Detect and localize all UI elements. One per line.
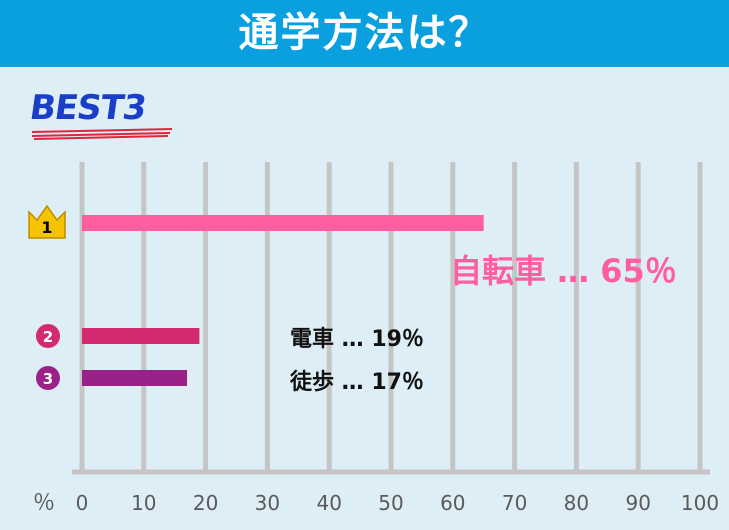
bar — [82, 215, 484, 231]
x-tick-label: 80 — [564, 491, 589, 515]
rank-circle — [36, 324, 60, 348]
x-tick-label: 40 — [316, 491, 341, 515]
x-tick-label: 30 — [255, 491, 280, 515]
rank-label: 2 — [43, 328, 53, 346]
value-label: 電車 … 19％ — [290, 327, 424, 352]
x-tick-label: 10 — [131, 491, 156, 515]
rank-label: 1 — [41, 218, 52, 237]
x-tick-label: 70 — [502, 491, 527, 515]
bar — [82, 370, 188, 386]
badge-underline — [31, 128, 173, 140]
value-label: 徒歩 … 17％ — [289, 369, 424, 395]
value-label: 自転車 … 65％ — [450, 252, 677, 290]
x-tick-label: 100 — [681, 491, 719, 515]
rank-circle — [36, 366, 60, 390]
x-tick-label: 60 — [440, 491, 465, 515]
x-tick-label: 90 — [625, 491, 650, 515]
x-axis-unit-label: ％ — [33, 491, 55, 516]
title-bar — [0, 0, 729, 67]
bar — [82, 328, 200, 344]
x-tick-label: 50 — [378, 491, 403, 515]
page-title: 通学方法は？ — [238, 10, 491, 56]
x-tick-label: 20 — [193, 491, 218, 515]
x-tick-label: 0 — [76, 491, 89, 515]
crown-icon — [28, 204, 66, 239]
rank-label: 3 — [43, 370, 53, 388]
